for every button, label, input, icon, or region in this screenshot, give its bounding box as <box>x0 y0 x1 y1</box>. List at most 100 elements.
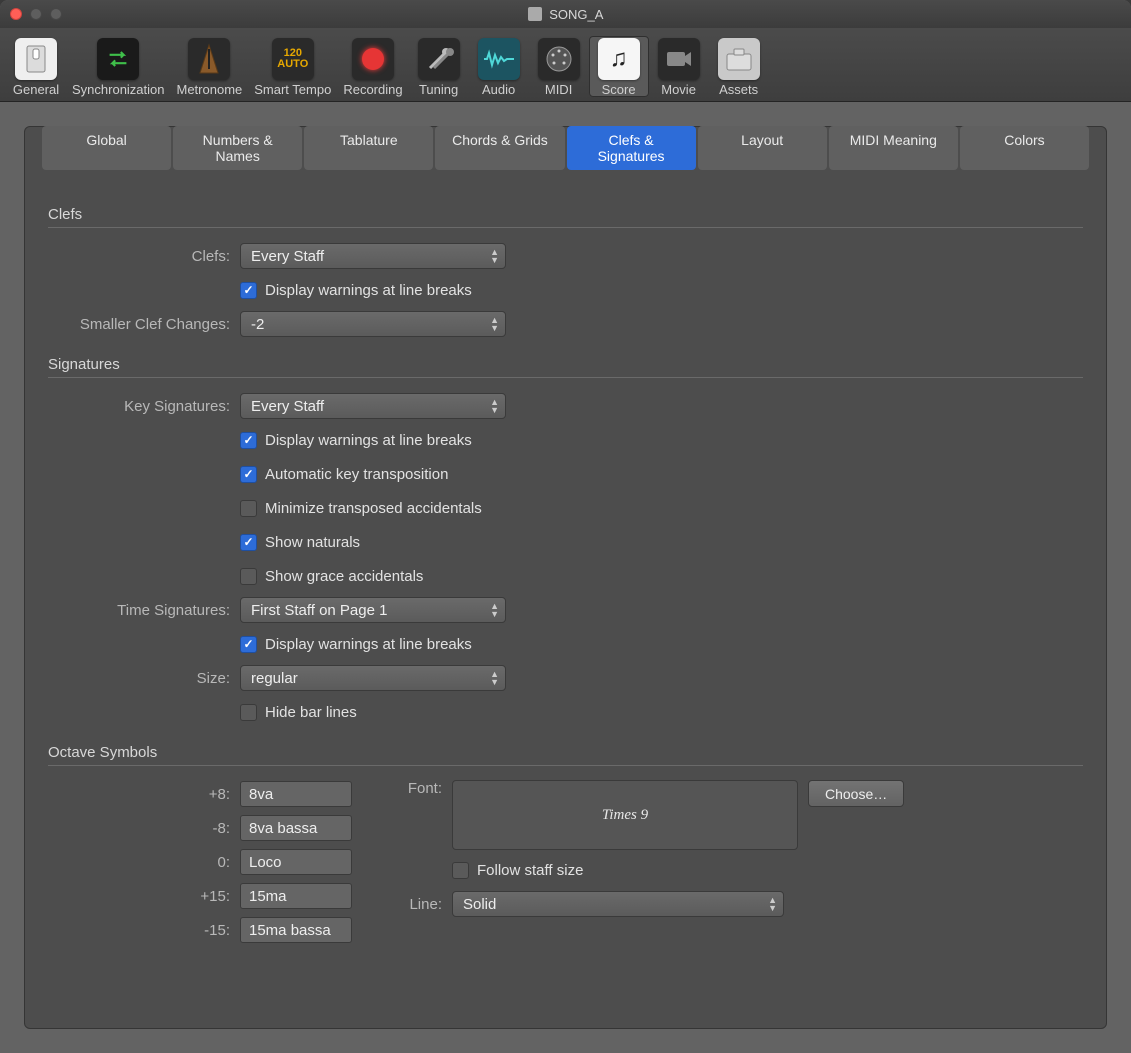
font-preview: Times 9 <box>452 780 798 850</box>
general-icon <box>15 38 57 80</box>
tab-clefs-signatures[interactable]: Clefs & Signatures <box>567 126 696 170</box>
tuning-icon <box>418 38 460 80</box>
chevron-updown-icon: ▲▼ <box>490 248 499 264</box>
smaller-clef-label: Smaller Clef Changes: <box>48 316 240 333</box>
audio-icon <box>478 38 520 80</box>
settings-window: SONG_A General Synchronization Metronome… <box>0 0 1131 1053</box>
toolbar-label: Synchronization <box>72 82 165 97</box>
chevron-updown-icon: ▲▼ <box>490 602 499 618</box>
oct-m8-label: -8: <box>48 820 240 837</box>
size-value: regular <box>251 670 298 687</box>
key-sig-label: Key Signatures: <box>48 398 240 415</box>
content-area: Global Numbers & Names Tablature Chords … <box>0 102 1131 1053</box>
line-select[interactable]: Solid ▲▼ <box>452 891 784 917</box>
tab-midi-meaning[interactable]: MIDI Meaning <box>829 126 958 170</box>
chevron-updown-icon: ▲▼ <box>768 896 777 912</box>
toolbar-sync[interactable]: Synchronization <box>66 36 171 97</box>
clefs-warn-label: Display warnings at line breaks <box>265 282 472 299</box>
tab-tablature[interactable]: Tablature <box>304 126 433 170</box>
oct-zero-label: 0: <box>48 854 240 871</box>
toolbar-recording[interactable]: Recording <box>337 36 408 97</box>
score-panel: Global Numbers & Names Tablature Chords … <box>24 126 1107 1029</box>
toolbar-audio[interactable]: Audio <box>469 36 529 97</box>
tab-layout[interactable]: Layout <box>698 126 827 170</box>
toolbar-assets[interactable]: Assets <box>709 36 769 97</box>
oct-m8-input[interactable]: 8va bassa <box>240 815 352 841</box>
window-title: SONG_A <box>0 7 1131 22</box>
show-grace-checkbox[interactable] <box>240 568 257 585</box>
toolbar: General Synchronization Metronome 120 AU… <box>0 28 1131 102</box>
time-sig-value: First Staff on Page 1 <box>251 602 387 619</box>
show-grace-label: Show grace accidentals <box>265 568 423 585</box>
tab-global[interactable]: Global <box>42 126 171 170</box>
toolbar-label: Assets <box>719 82 758 97</box>
oct-p15-input[interactable]: 15ma <box>240 883 352 909</box>
toolbar-label: General <box>13 82 59 97</box>
choose-font-button[interactable]: Choose… <box>808 780 904 807</box>
timesig-warn-checkbox[interactable] <box>240 636 257 653</box>
follow-staff-checkbox[interactable] <box>452 862 469 879</box>
minimize-accidentals-label: Minimize transposed accidentals <box>265 500 482 517</box>
size-label: Size: <box>48 670 240 687</box>
clefs-select-value: Every Staff <box>251 248 324 265</box>
toolbar-general[interactable]: General <box>6 36 66 97</box>
toolbar-label: Movie <box>661 82 696 97</box>
metronome-icon <box>188 38 230 80</box>
follow-staff-label: Follow staff size <box>477 862 583 879</box>
tab-colors[interactable]: Colors <box>960 126 1089 170</box>
toolbar-metronome[interactable]: Metronome <box>171 36 249 97</box>
recording-icon <box>352 38 394 80</box>
sync-icon <box>97 38 139 80</box>
assets-icon <box>718 38 760 80</box>
toolbar-label: Metronome <box>177 82 243 97</box>
toolbar-score[interactable]: ♫ Score <box>589 36 649 97</box>
toolbar-label: Audio <box>482 82 515 97</box>
toolbar-tuning[interactable]: Tuning <box>409 36 469 97</box>
section-octave-title: Octave Symbols <box>48 732 1083 766</box>
keysig-warn-checkbox[interactable] <box>240 432 257 449</box>
toolbar-label: Tuning <box>419 82 458 97</box>
auto-transpose-checkbox[interactable] <box>240 466 257 483</box>
time-sig-select[interactable]: First Staff on Page 1 ▲▼ <box>240 597 506 623</box>
minimize-accidentals-checkbox[interactable] <box>240 500 257 517</box>
clefs-select[interactable]: Every Staff ▲▼ <box>240 243 506 269</box>
movie-icon <box>658 38 700 80</box>
time-sig-label: Time Signatures: <box>48 602 240 619</box>
toolbar-smart-tempo[interactable]: 120 AUTO Smart Tempo <box>248 36 337 97</box>
keysig-warn-label: Display warnings at line breaks <box>265 432 472 449</box>
key-sig-select[interactable]: Every Staff ▲▼ <box>240 393 506 419</box>
oct-p15-label: +15: <box>48 888 240 905</box>
chevron-updown-icon: ▲▼ <box>490 398 499 414</box>
section-signatures-title: Signatures <box>48 344 1083 378</box>
show-naturals-checkbox[interactable] <box>240 534 257 551</box>
toolbar-label: MIDI <box>545 82 572 97</box>
toolbar-midi[interactable]: MIDI <box>529 36 589 97</box>
score-icon: ♫ <box>598 38 640 80</box>
clefs-warn-checkbox[interactable] <box>240 282 257 299</box>
midi-icon <box>538 38 580 80</box>
tab-numbers-names[interactable]: Numbers & Names <box>173 126 302 170</box>
line-value: Solid <box>463 896 496 913</box>
window-title-text: SONG_A <box>549 7 603 22</box>
clefs-label: Clefs: <box>48 248 240 265</box>
oct-m15-input[interactable]: 15ma bassa <box>240 917 352 943</box>
oct-zero-input[interactable]: Loco <box>240 849 352 875</box>
smaller-clef-select[interactable]: -2 ▲▼ <box>240 311 506 337</box>
toolbar-label: Smart Tempo <box>254 82 331 97</box>
tab-chords-grids[interactable]: Chords & Grids <box>435 126 564 170</box>
auto-transpose-label: Automatic key transposition <box>265 466 448 483</box>
tempo-auto: AUTO <box>277 59 308 70</box>
hide-barlines-label: Hide bar lines <box>265 704 357 721</box>
toolbar-movie[interactable]: Movie <box>649 36 709 97</box>
oct-p8-label: +8: <box>48 786 240 803</box>
oct-p8-input[interactable]: 8va <box>240 781 352 807</box>
show-naturals-label: Show naturals <box>265 534 360 551</box>
chevron-updown-icon: ▲▼ <box>490 316 499 332</box>
hide-barlines-checkbox[interactable] <box>240 704 257 721</box>
key-sig-value: Every Staff <box>251 398 324 415</box>
font-label: Font: <box>392 780 452 797</box>
chevron-updown-icon: ▲▼ <box>490 670 499 686</box>
toolbar-label: Recording <box>343 82 402 97</box>
titlebar: SONG_A <box>0 0 1131 28</box>
size-select[interactable]: regular ▲▼ <box>240 665 506 691</box>
